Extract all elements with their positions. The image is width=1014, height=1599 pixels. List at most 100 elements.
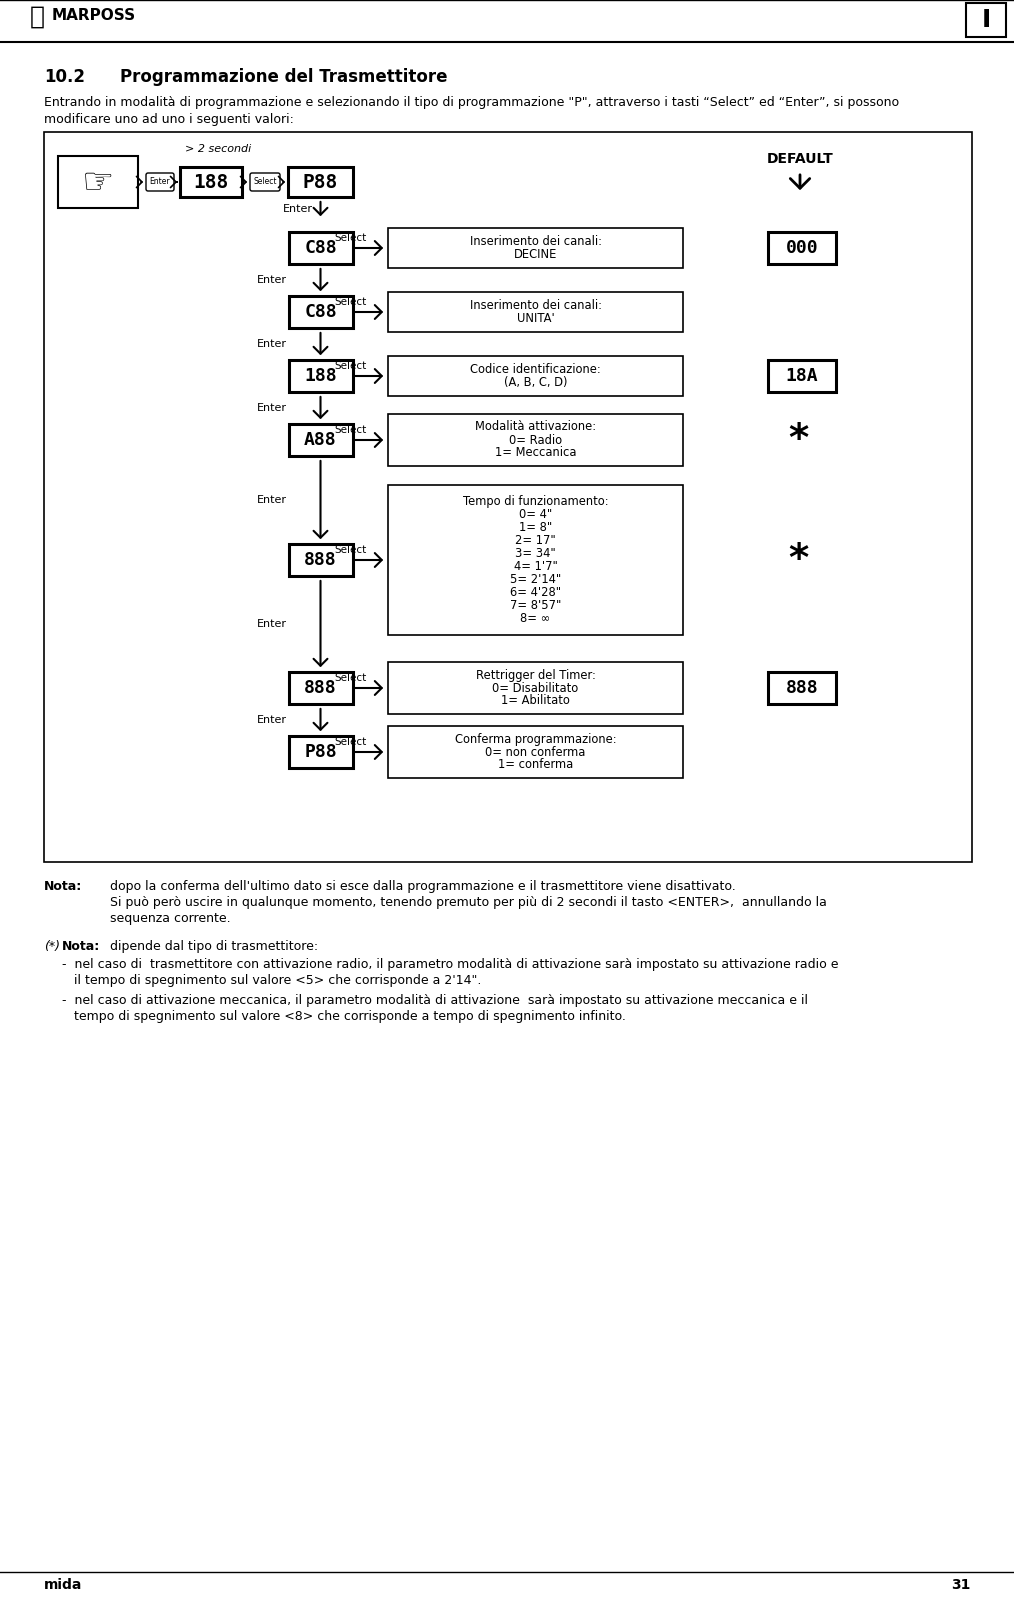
Text: Programmazione del Trasmettitore: Programmazione del Trasmettitore bbox=[120, 69, 447, 86]
Text: 1= Abilitato: 1= Abilitato bbox=[501, 694, 570, 707]
Text: P88: P88 bbox=[303, 173, 338, 192]
Text: 1= conferma: 1= conferma bbox=[498, 758, 573, 771]
Text: 31: 31 bbox=[951, 1578, 970, 1593]
Text: sequenza corrente.: sequenza corrente. bbox=[110, 911, 230, 924]
Text: 188: 188 bbox=[194, 173, 228, 192]
Text: -  nel caso di  trasmettitore con attivazione radio, il parametro modalità di at: - nel caso di trasmettitore con attivazi… bbox=[62, 958, 839, 971]
FancyBboxPatch shape bbox=[768, 232, 836, 264]
Text: 8= ∞: 8= ∞ bbox=[520, 612, 551, 625]
Text: Select: Select bbox=[334, 545, 366, 555]
Text: DEFAULT: DEFAULT bbox=[767, 152, 834, 166]
FancyBboxPatch shape bbox=[966, 3, 1006, 37]
Text: 0= non conferma: 0= non conferma bbox=[486, 745, 586, 758]
FancyBboxPatch shape bbox=[289, 232, 353, 264]
Text: Modalità attivazione:: Modalità attivazione: bbox=[475, 421, 596, 433]
Text: 18A: 18A bbox=[786, 368, 818, 385]
Text: (A, B, C, D): (A, B, C, D) bbox=[504, 376, 567, 389]
Text: 10.2: 10.2 bbox=[44, 69, 85, 86]
FancyBboxPatch shape bbox=[146, 173, 174, 190]
Text: Enter: Enter bbox=[257, 619, 287, 628]
Text: DECINE: DECINE bbox=[514, 248, 557, 261]
Text: -  nel caso di attivazione meccanica, il parametro modalità di attivazione  sarà: - nel caso di attivazione meccanica, il … bbox=[62, 995, 808, 1007]
Text: 888: 888 bbox=[786, 680, 818, 697]
FancyBboxPatch shape bbox=[388, 484, 683, 635]
Text: Codice identificazione:: Codice identificazione: bbox=[470, 363, 601, 376]
Text: P88: P88 bbox=[304, 744, 337, 761]
Text: 1= 8": 1= 8" bbox=[519, 521, 553, 534]
FancyBboxPatch shape bbox=[388, 726, 683, 779]
FancyBboxPatch shape bbox=[44, 133, 972, 862]
Text: A88: A88 bbox=[304, 432, 337, 449]
Text: dipende dal tipo di trasmettitore:: dipende dal tipo di trasmettitore: bbox=[110, 940, 318, 953]
Text: dopo la conferma dell'ultimo dato si esce dalla programmazione e il trasmettitor: dopo la conferma dell'ultimo dato si esc… bbox=[110, 879, 736, 892]
Text: C88: C88 bbox=[304, 238, 337, 257]
Text: 000: 000 bbox=[786, 238, 818, 257]
Text: Enter: Enter bbox=[150, 177, 170, 187]
Text: Rettrigger del Timer:: Rettrigger del Timer: bbox=[476, 668, 595, 681]
Text: 0= Radio: 0= Radio bbox=[509, 433, 562, 446]
Text: Select: Select bbox=[334, 673, 366, 683]
FancyBboxPatch shape bbox=[180, 166, 242, 197]
Text: 4= 1'7": 4= 1'7" bbox=[513, 560, 558, 572]
FancyBboxPatch shape bbox=[289, 360, 353, 392]
Text: 888: 888 bbox=[304, 680, 337, 697]
Text: Enter: Enter bbox=[283, 205, 312, 214]
Text: *: * bbox=[788, 540, 808, 579]
FancyBboxPatch shape bbox=[388, 229, 683, 269]
Text: Enter: Enter bbox=[257, 339, 287, 349]
FancyBboxPatch shape bbox=[58, 157, 138, 208]
Text: Select: Select bbox=[334, 233, 366, 243]
Text: Enter: Enter bbox=[257, 496, 287, 505]
Text: 3= 34": 3= 34" bbox=[515, 547, 556, 560]
Text: > 2 secondi: > 2 secondi bbox=[185, 144, 251, 154]
Text: Select: Select bbox=[334, 737, 366, 747]
Text: Select: Select bbox=[254, 177, 277, 187]
Text: mida: mida bbox=[44, 1578, 82, 1593]
FancyBboxPatch shape bbox=[289, 424, 353, 456]
Text: MARPOSS: MARPOSS bbox=[52, 8, 136, 22]
Text: 5= 2'14": 5= 2'14" bbox=[510, 572, 561, 585]
Text: 888: 888 bbox=[304, 552, 337, 569]
FancyBboxPatch shape bbox=[289, 672, 353, 704]
Text: Entrando in modalità di programmazione e selezionando il tipo di programmazione : Entrando in modalità di programmazione e… bbox=[44, 96, 899, 126]
Text: 2= 17": 2= 17" bbox=[515, 534, 556, 547]
Text: Select: Select bbox=[334, 361, 366, 371]
Text: Enter: Enter bbox=[257, 403, 287, 413]
Text: Enter: Enter bbox=[257, 275, 287, 285]
Text: 0= Disabilitato: 0= Disabilitato bbox=[493, 681, 579, 694]
Text: 0= 4": 0= 4" bbox=[519, 508, 553, 521]
Text: Si può però uscire in qualunque momento, tenendo premuto per più di 2 secondi il: Si può però uscire in qualunque momento,… bbox=[110, 895, 826, 908]
Text: C88: C88 bbox=[304, 302, 337, 321]
FancyBboxPatch shape bbox=[388, 293, 683, 333]
Text: Enter: Enter bbox=[257, 715, 287, 724]
FancyBboxPatch shape bbox=[250, 173, 280, 190]
FancyBboxPatch shape bbox=[768, 672, 836, 704]
Text: Nota:: Nota: bbox=[44, 879, 82, 892]
FancyBboxPatch shape bbox=[289, 544, 353, 576]
Text: il tempo di spegnimento sul valore <5> che corrisponde a 2'14".: il tempo di spegnimento sul valore <5> c… bbox=[62, 974, 482, 987]
Text: Select: Select bbox=[334, 297, 366, 307]
Text: Conferma programmazione:: Conferma programmazione: bbox=[454, 732, 617, 745]
Text: ☞: ☞ bbox=[82, 165, 115, 198]
Text: Tempo di funzionamento:: Tempo di funzionamento: bbox=[462, 496, 608, 508]
FancyBboxPatch shape bbox=[388, 414, 683, 465]
FancyBboxPatch shape bbox=[388, 662, 683, 715]
FancyBboxPatch shape bbox=[768, 360, 836, 392]
Text: Ⓜ: Ⓜ bbox=[30, 5, 45, 29]
Text: Inserimento dei canali:: Inserimento dei canali: bbox=[469, 299, 601, 312]
Text: I: I bbox=[982, 8, 991, 32]
Text: 6= 4'28": 6= 4'28" bbox=[510, 585, 561, 600]
Text: Nota:: Nota: bbox=[62, 940, 100, 953]
Text: (*): (*) bbox=[44, 940, 60, 953]
Text: Select: Select bbox=[334, 425, 366, 435]
Text: *: * bbox=[788, 421, 808, 459]
FancyBboxPatch shape bbox=[288, 166, 353, 197]
Text: 188: 188 bbox=[304, 368, 337, 385]
Text: tempo di spegnimento sul valore <8> che corrisponde a tempo di spegnimento infin: tempo di spegnimento sul valore <8> che … bbox=[62, 1011, 626, 1023]
Text: UNITA': UNITA' bbox=[516, 312, 555, 325]
Text: Inserimento dei canali:: Inserimento dei canali: bbox=[469, 235, 601, 248]
Text: 1= Meccanica: 1= Meccanica bbox=[495, 446, 576, 459]
FancyBboxPatch shape bbox=[289, 296, 353, 328]
FancyBboxPatch shape bbox=[289, 736, 353, 768]
FancyBboxPatch shape bbox=[388, 357, 683, 397]
